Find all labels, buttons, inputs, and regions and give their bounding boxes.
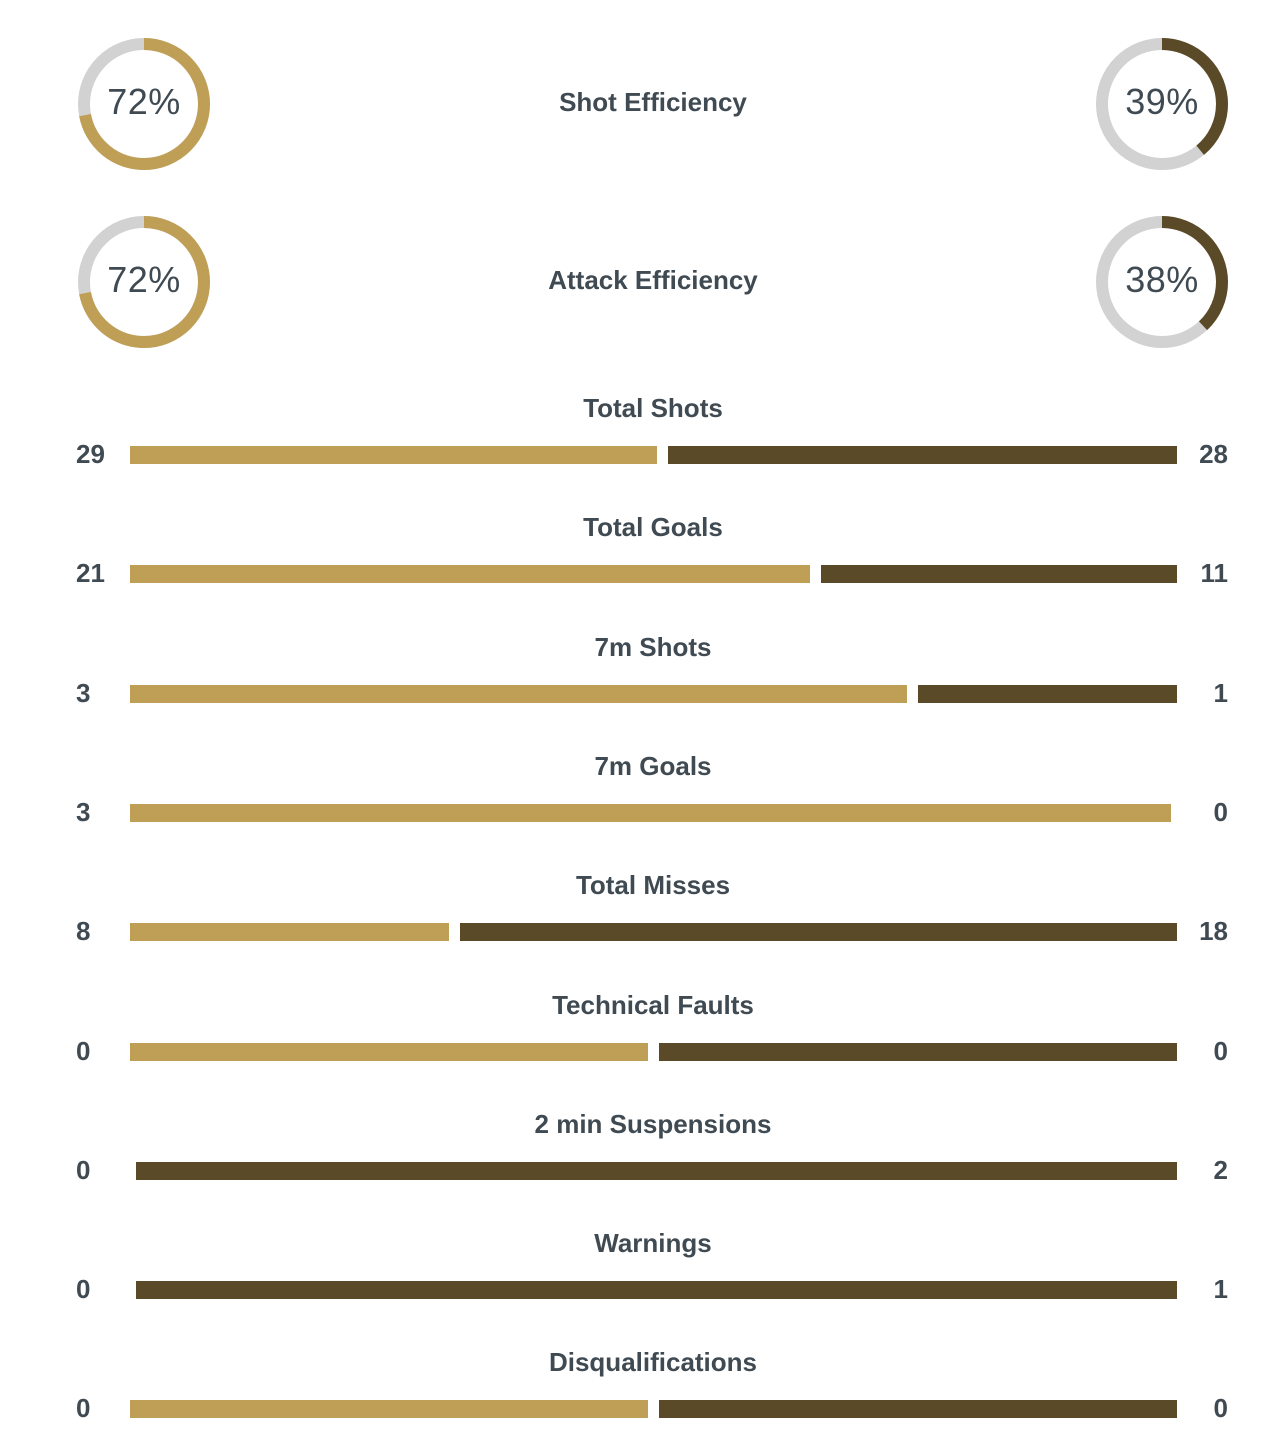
home-value-2-min-suspensions: 0 (76, 1154, 91, 1185)
stat-row-warnings: Warnings 0 1 (0, 1227, 1280, 1337)
away-shot-efficiency-donut: 39% (1094, 36, 1230, 172)
away-attack-efficiency-ring (1096, 216, 1228, 348)
away-shot-efficiency-value: 39% (1125, 81, 1199, 122)
home-value-total-goals: 21 (76, 558, 105, 589)
away-bar-warnings (136, 1281, 1177, 1300)
stat-label-technical-faults: Technical Faults (552, 989, 754, 1020)
away-value-warnings: 1 (1213, 1274, 1228, 1305)
away-value-total-shots: 28 (1199, 439, 1228, 469)
away-value-2-min-suspensions: 2 (1213, 1154, 1228, 1185)
stat-row-7m-goals: 7m Goals 3 0 (0, 750, 1280, 860)
away-value-7m-goals: 0 (1213, 796, 1228, 827)
away-value-total-misses: 18 (1199, 916, 1228, 947)
stat-row-technical-faults: Technical Faults 0 0 (0, 989, 1280, 1099)
stat-row-disqualifications: Disqualifications 0 0 (0, 1346, 1280, 1456)
home-bar-7m-goals (130, 803, 1171, 822)
away-bar-2-min-suspensions (136, 1161, 1177, 1180)
home-value-7m-shots: 3 (76, 677, 91, 708)
home-value-total-misses: 8 (76, 916, 91, 947)
stat-row-total-shots: Total Shots 29 28 (0, 392, 1280, 502)
home-shot-efficiency-value: 72% (107, 81, 181, 122)
away-bar-technical-faults (659, 1042, 1177, 1061)
stat-label-warnings: Warnings (594, 1228, 712, 1259)
away-shot-efficiency-ring (1096, 38, 1228, 170)
stat-label-7m-goals: 7m Goals (594, 750, 712, 781)
home-attack-efficiency-ring (78, 216, 210, 348)
home-value-warnings: 0 (76, 1274, 91, 1305)
home-bar-disqualifications (130, 1400, 648, 1419)
home-bar-total-misses (130, 923, 449, 942)
away-bar-total-misses (459, 923, 1177, 942)
stat-row-total-goals: Total Goals 21 11 (0, 511, 1280, 621)
stat-row-total-misses: Total Misses 8 18 (0, 869, 1280, 979)
stat-label-2-min-suspensions: 2 min Suspensions (534, 1108, 772, 1139)
stat-label-total-shots: Total Shots (583, 393, 723, 423)
shot-efficiency-label: Shot Efficiency (559, 87, 747, 117)
attack-efficiency-label: Attack Efficiency (548, 265, 758, 295)
away-attack-efficiency-value: 38% (1125, 259, 1199, 300)
stat-label-total-misses: Total Misses (575, 870, 731, 901)
home-bar-technical-faults (130, 1042, 648, 1061)
home-attack-efficiency-donut: 72% (76, 214, 212, 350)
home-bar-7m-shots (130, 684, 907, 703)
home-shot-efficiency-ring (78, 38, 210, 170)
away-attack-efficiency-donut: 38% (1094, 214, 1230, 350)
away-bar-disqualifications (659, 1400, 1177, 1419)
shot-efficiency-row: 72% Shot Efficiency 39% (0, 36, 1280, 176)
away-bar-7m-shots (918, 684, 1177, 703)
stat-label-total-goals: Total Goals (583, 512, 723, 543)
away-value-7m-shots: 1 (1213, 677, 1228, 708)
stat-row-7m-shots: 7m Shots 3 1 (0, 631, 1280, 741)
stat-label-disqualifications: Disqualifications (548, 1347, 758, 1378)
stat-row-2-min-suspensions: 2 min Suspensions 0 2 (0, 1108, 1280, 1218)
home-shot-efficiency-donut: 72% (76, 36, 212, 172)
away-value-technical-faults: 0 (1213, 1035, 1228, 1066)
home-value-7m-goals: 3 (76, 796, 91, 827)
away-bar-total-goals (820, 565, 1177, 584)
away-value-total-goals: 11 (1200, 558, 1229, 589)
home-bar-total-shots (130, 446, 658, 464)
away-bar-total-shots (668, 446, 1177, 464)
stat-label-7m-shots: 7m Shots (594, 631, 712, 662)
home-attack-efficiency-value: 72% (107, 259, 181, 300)
home-value-total-shots: 29 (76, 439, 105, 469)
home-value-technical-faults: 0 (76, 1035, 91, 1066)
away-value-disqualifications: 0 (1213, 1393, 1228, 1424)
home-bar-total-goals (130, 565, 810, 584)
attack-efficiency-row: 72% Attack Efficiency 38% (0, 214, 1280, 354)
home-value-disqualifications: 0 (76, 1393, 91, 1424)
